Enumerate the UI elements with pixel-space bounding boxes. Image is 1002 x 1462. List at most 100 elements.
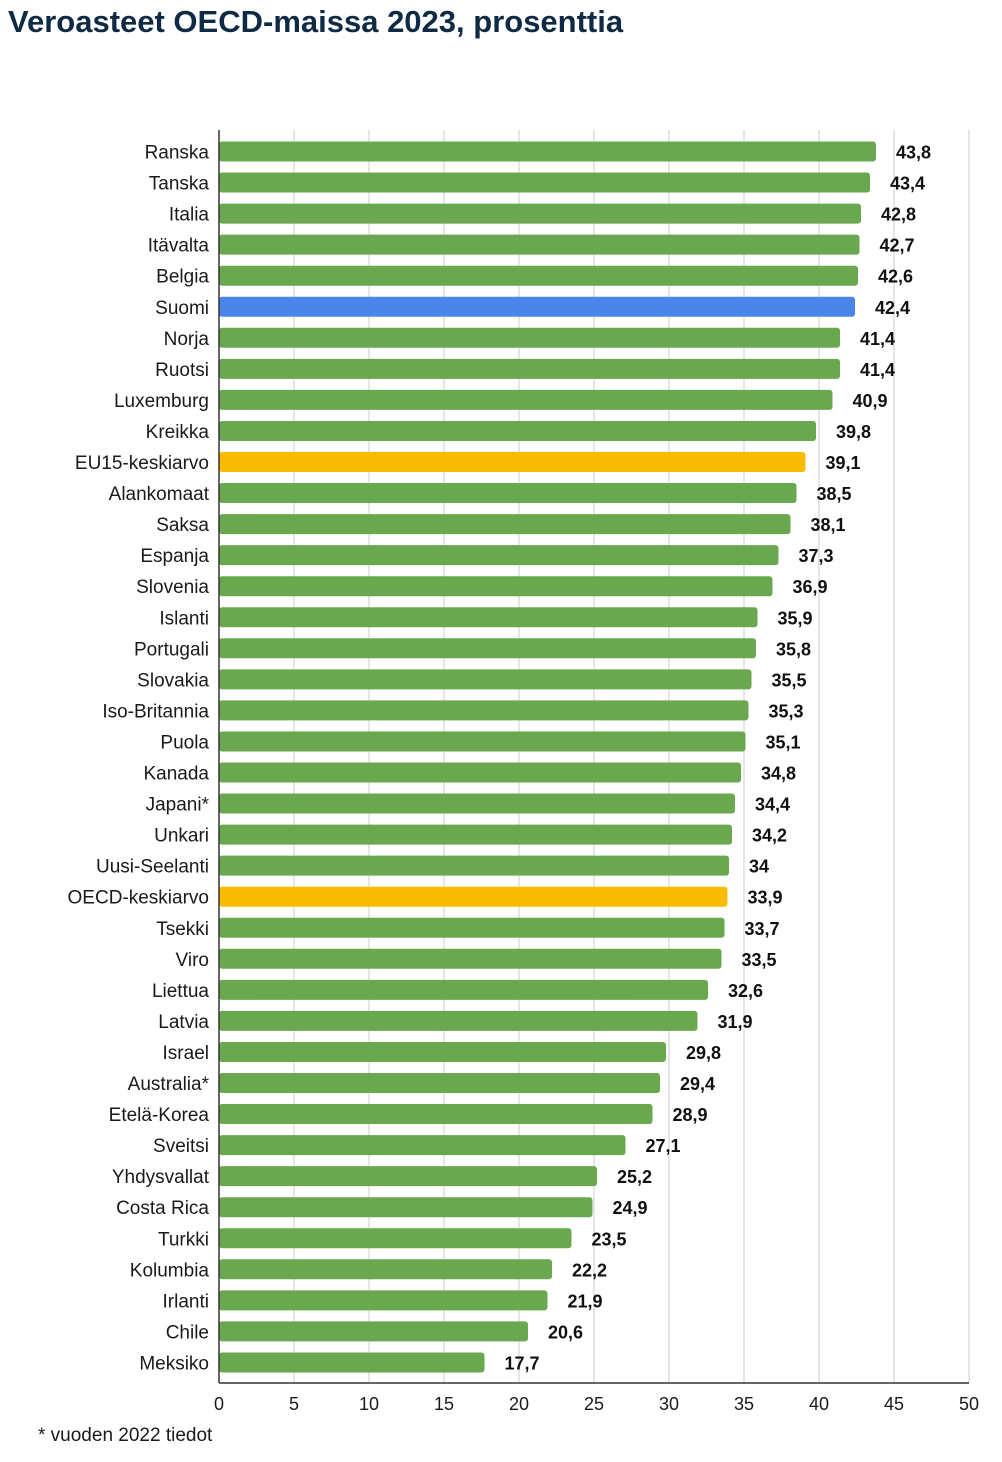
x-tick-label: 50 <box>959 1394 979 1414</box>
bar <box>219 514 791 535</box>
data-label: 35,3 <box>769 701 804 721</box>
category-label: Japani* <box>146 795 210 816</box>
bar <box>219 1259 552 1280</box>
category-label: Espanja <box>140 546 209 567</box>
x-tick-label: 0 <box>214 1394 224 1414</box>
category-label: Kreikka <box>146 422 210 443</box>
data-label: 22,2 <box>572 1260 607 1280</box>
data-label: 40,9 <box>853 391 888 411</box>
data-label: 37,3 <box>799 546 834 566</box>
data-label: 42,4 <box>875 298 910 318</box>
data-label: 41,4 <box>860 329 895 349</box>
gridlines <box>293 130 970 1383</box>
bar <box>219 669 752 690</box>
footnote: * vuoden 2022 tiedot <box>38 1425 213 1446</box>
data-label: 31,9 <box>718 1012 753 1032</box>
data-label: 28,9 <box>673 1105 708 1125</box>
data-label: 17,7 <box>505 1353 540 1373</box>
category-label: Luxemburg <box>114 391 209 412</box>
data-label: 29,8 <box>686 1043 721 1063</box>
data-label: 23,5 <box>592 1229 627 1249</box>
category-label: Suomi <box>155 298 209 319</box>
bar <box>219 1166 597 1187</box>
bar <box>219 824 732 845</box>
data-label: 42,6 <box>878 267 913 287</box>
data-label: 29,4 <box>680 1074 715 1094</box>
bar <box>219 545 779 566</box>
bar <box>219 1321 528 1342</box>
bar <box>219 1041 666 1062</box>
category-label: Kanada <box>143 764 209 785</box>
data-label: 33,7 <box>745 919 780 939</box>
data-label: 32,6 <box>728 981 763 1001</box>
bar <box>219 886 728 907</box>
bar <box>219 638 756 659</box>
bar <box>219 234 860 255</box>
category-label: Saksa <box>156 515 209 536</box>
category-label: Meksiko <box>139 1353 209 1374</box>
bar <box>219 917 725 938</box>
bar <box>219 1290 548 1311</box>
category-label: Latvia <box>158 1012 209 1033</box>
category-label: Islanti <box>159 608 209 629</box>
category-label: OECD-keskiarvo <box>68 888 209 909</box>
bar <box>219 762 741 783</box>
category-label: Iso-Britannia <box>102 701 209 722</box>
category-label: Ranska <box>145 143 210 164</box>
x-tick-label: 45 <box>884 1394 904 1414</box>
category-label: Yhdysvallat <box>112 1167 210 1188</box>
chart-title: Veroasteet OECD-maissa 2023, prosenttia <box>8 4 624 39</box>
category-label: Turkki <box>158 1229 209 1250</box>
bar <box>219 265 858 286</box>
category-label: Italia <box>169 205 210 226</box>
bar <box>219 172 870 193</box>
value-labels: 43,8 43,4 42,8 42,7 42,6 42,4 41,4 41,4 40,9 39,8… <box>505 143 932 1374</box>
bar <box>219 203 861 224</box>
data-label: 35,8 <box>776 639 811 659</box>
x-tick-label: 15 <box>434 1394 454 1414</box>
category-label: Norja <box>164 329 210 350</box>
data-label: 33,5 <box>742 950 777 970</box>
bar <box>219 1197 593 1218</box>
category-label: Irlanti <box>163 1291 209 1312</box>
bar <box>219 700 749 721</box>
data-label: 21,9 <box>568 1291 603 1311</box>
bar <box>219 296 855 317</box>
category-label: Kolumbia <box>130 1260 210 1281</box>
data-label: 39,8 <box>836 422 871 442</box>
bar <box>219 420 816 441</box>
category-label: Etelä-Korea <box>109 1105 210 1126</box>
data-label: 42,8 <box>881 205 916 225</box>
bar <box>219 948 722 969</box>
category-label: Puola <box>160 732 209 753</box>
category-label: EU15-keskiarvo <box>75 453 209 474</box>
data-label: 33,9 <box>748 888 783 908</box>
x-tick-label: 25 <box>584 1394 604 1414</box>
category-label: Portugali <box>134 639 209 660</box>
bar <box>219 358 840 379</box>
data-label: 34,2 <box>752 826 787 846</box>
category-label: Alankomaat <box>109 484 210 505</box>
bar <box>219 141 876 162</box>
category-label: Sveitsi <box>153 1136 209 1157</box>
data-label: 25,2 <box>617 1167 652 1187</box>
category-label: Liettua <box>152 981 209 1002</box>
category-labels: Ranska Tanska Italia Itävalta Belgia Suomi Nor… <box>68 143 210 1375</box>
bar <box>219 1228 572 1249</box>
data-label: 36,9 <box>793 577 828 597</box>
category-label: Ruotsi <box>155 360 209 381</box>
bar <box>219 1073 660 1093</box>
data-label: 38,1 <box>811 515 846 535</box>
category-label: Costa Rica <box>116 1198 209 1219</box>
bar <box>219 1352 485 1373</box>
bar <box>219 452 806 472</box>
category-label: Viro <box>176 950 209 971</box>
x-tick-labels: 0 5 10 15 20 25 30 35 40 45 50 <box>214 1394 979 1414</box>
category-label: Tsekki <box>156 919 209 940</box>
bar <box>219 1010 698 1031</box>
x-tick-label: 40 <box>809 1394 829 1414</box>
bar <box>219 1135 626 1156</box>
data-label: 43,4 <box>890 174 925 194</box>
data-label: 35,5 <box>772 670 807 690</box>
